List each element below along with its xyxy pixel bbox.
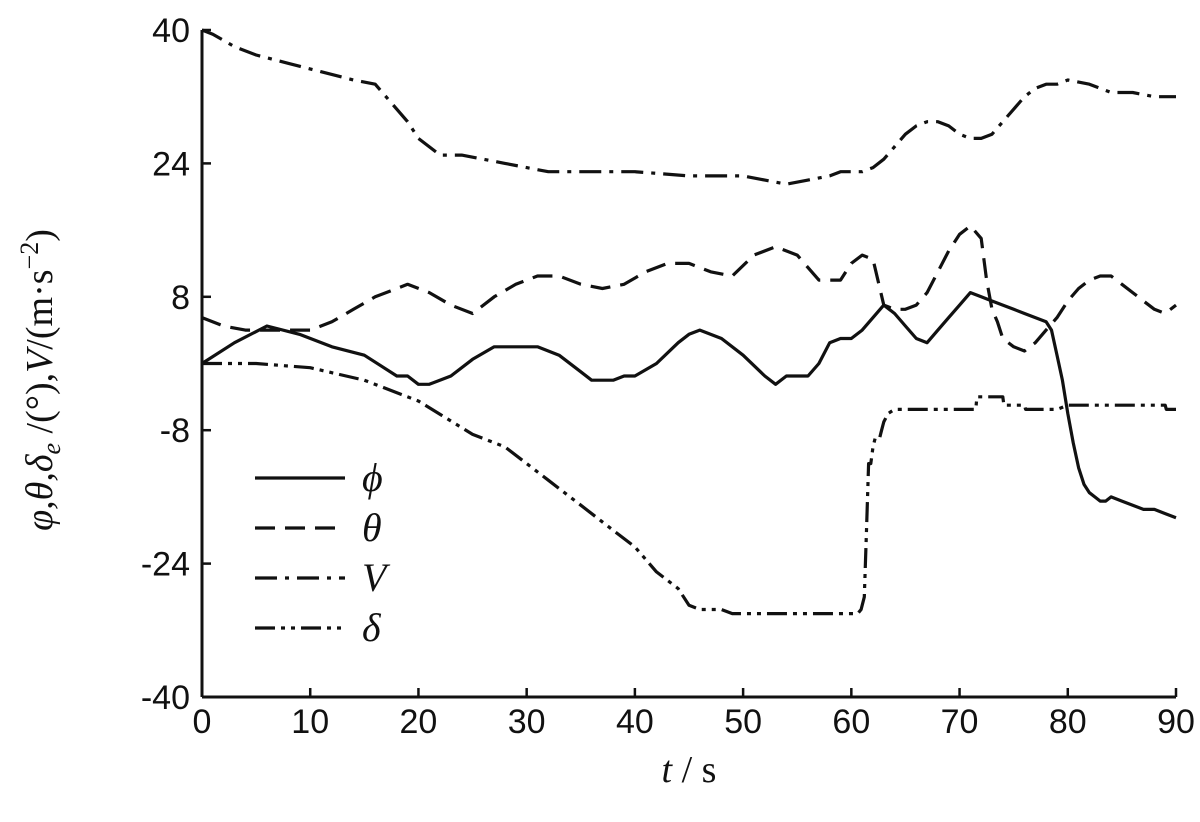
chart-axes (200, 30, 1176, 699)
series-line-v (201, 28, 1176, 186)
x-tick-label: 10 (291, 703, 329, 741)
series-line-theta (201, 224, 1177, 353)
legend-label-theta: θ (362, 505, 382, 550)
y-tick-label: -8 (160, 412, 190, 450)
y-tick-label: 40 (152, 12, 190, 50)
x-tick-label: 60 (832, 703, 870, 741)
y-tick-label: 8 (171, 279, 190, 317)
legend-label-delta: δ (362, 605, 382, 650)
series-line-phi (201, 291, 1177, 520)
x-tick-label: 0 (193, 703, 212, 741)
x-tick-label: 20 (400, 703, 438, 741)
x-tick-label: 80 (1049, 703, 1087, 741)
x-tick-label: 90 (1157, 703, 1195, 741)
x-tick-label: 50 (724, 703, 762, 741)
x-tick-label: 70 (941, 703, 979, 741)
y-tick-label: -40 (141, 679, 190, 717)
x-axis-title: t / s (662, 749, 717, 791)
axis-ticks: 0 10 20 30 40 50 60 70 80 90 -40 -24 -8 8 24 40 (141, 12, 1195, 741)
y-tick-label: -24 (141, 546, 190, 584)
data-series (201, 28, 1177, 616)
y-axis-title: φ,θ,δe /(°),V/(m·s−2) (15, 229, 66, 531)
series-line-delta (202, 361, 1176, 616)
legend-label-v: V (362, 555, 391, 600)
legend-label-phi: ϕ (362, 455, 383, 500)
x-tick-label: 30 (508, 703, 546, 741)
y-tick-label: 24 (152, 145, 190, 183)
x-tick-label: 40 (616, 703, 654, 741)
